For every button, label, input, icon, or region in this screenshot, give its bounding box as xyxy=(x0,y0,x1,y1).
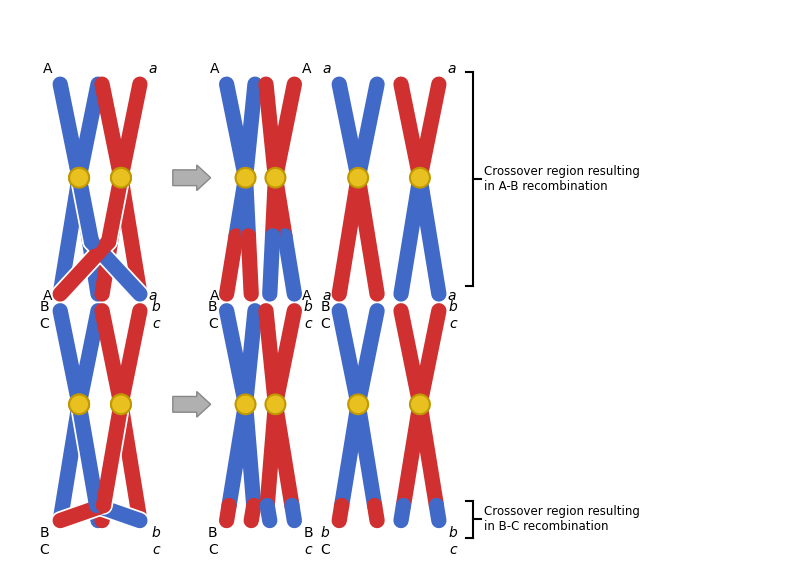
Circle shape xyxy=(410,394,430,414)
FancyArrow shape xyxy=(173,392,210,417)
Circle shape xyxy=(348,168,368,187)
Circle shape xyxy=(410,168,430,187)
Circle shape xyxy=(266,394,286,414)
Circle shape xyxy=(111,394,131,414)
Text: A: A xyxy=(42,62,52,76)
Text: B: B xyxy=(321,300,330,314)
Text: a: a xyxy=(149,289,157,303)
Circle shape xyxy=(111,168,131,187)
Text: A: A xyxy=(302,62,311,76)
Text: A: A xyxy=(42,289,52,303)
Text: c: c xyxy=(449,543,457,557)
Text: c: c xyxy=(305,316,312,330)
Text: C: C xyxy=(320,316,330,330)
Circle shape xyxy=(266,168,286,187)
Text: A: A xyxy=(210,289,219,303)
Text: C: C xyxy=(39,316,49,330)
Text: C: C xyxy=(208,543,218,557)
Circle shape xyxy=(69,394,89,414)
Text: A: A xyxy=(302,289,311,303)
Text: a: a xyxy=(447,289,456,303)
Text: b: b xyxy=(449,526,457,540)
Text: c: c xyxy=(152,316,160,330)
Text: A: A xyxy=(210,62,219,76)
Circle shape xyxy=(69,168,89,187)
Text: b: b xyxy=(151,526,160,540)
Circle shape xyxy=(111,394,131,414)
Text: b: b xyxy=(449,300,457,314)
Text: c: c xyxy=(152,543,160,557)
Text: a: a xyxy=(322,289,330,303)
Circle shape xyxy=(235,168,255,187)
Circle shape xyxy=(235,394,255,414)
Text: C: C xyxy=(39,543,49,557)
Text: c: c xyxy=(449,316,457,330)
FancyArrow shape xyxy=(173,165,210,191)
Text: B: B xyxy=(39,300,49,314)
Text: C: C xyxy=(320,543,330,557)
Text: a: a xyxy=(149,62,157,76)
Circle shape xyxy=(348,394,368,414)
Text: b: b xyxy=(304,300,313,314)
Text: a: a xyxy=(447,62,456,76)
Text: b: b xyxy=(321,526,330,540)
Circle shape xyxy=(69,394,89,414)
Circle shape xyxy=(69,168,89,187)
Text: B: B xyxy=(208,300,218,314)
Text: b: b xyxy=(151,300,160,314)
Text: a: a xyxy=(322,62,330,76)
Text: c: c xyxy=(305,543,312,557)
Text: Crossover region resulting
in B-C recombination: Crossover region resulting in B-C recomb… xyxy=(484,505,639,534)
Text: Crossover region resulting
in A-B recombination: Crossover region resulting in A-B recomb… xyxy=(484,165,639,193)
Text: C: C xyxy=(208,316,218,330)
Text: B: B xyxy=(208,526,218,540)
Text: B: B xyxy=(39,526,49,540)
Text: B: B xyxy=(303,526,313,540)
Circle shape xyxy=(111,168,131,187)
